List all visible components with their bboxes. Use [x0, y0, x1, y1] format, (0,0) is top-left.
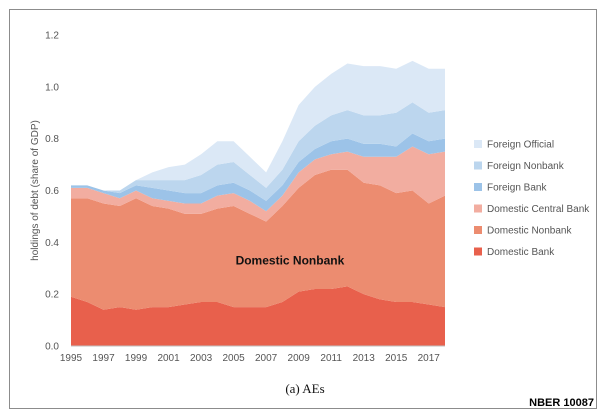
x-tick-label: 1995	[60, 353, 83, 364]
legend-label: Foreign Nonbank	[487, 161, 565, 172]
legend-swatch	[474, 226, 482, 234]
x-axis: 1995 1997 1999 2001 2003 2005 2007 2009 2011 2013…	[60, 345, 445, 364]
x-tick-label: 2003	[190, 353, 213, 364]
x-tick-label: 2015	[385, 353, 408, 364]
x-tick-label: 2005	[222, 353, 245, 364]
area-domestic-nonbank	[71, 169, 445, 310]
y-tick-label: 0.4	[45, 238, 59, 249]
legend-label: Foreign Bank	[487, 183, 547, 194]
y-tick-label: 0.8	[45, 134, 59, 145]
y-axis: 0.0 0.2 0.4 0.6 0.8 1.0 1.2	[45, 31, 59, 353]
y-tick-label: 1.0	[45, 82, 59, 93]
legend-swatch	[474, 140, 482, 148]
area-foreign-nonbank	[71, 102, 445, 201]
area-domestic-bank	[71, 286, 445, 346]
y-tick-label: 0.0	[45, 342, 59, 353]
y-tick-label: 0.6	[45, 186, 59, 197]
legend-swatch	[474, 183, 482, 191]
x-tick-label: 2001	[157, 353, 180, 364]
legend-label: Domestic Bank	[487, 247, 555, 258]
area-foreign-bank	[71, 133, 445, 212]
x-tick-label: 2011	[320, 353, 342, 364]
legend-swatch	[474, 204, 482, 213]
y-tick-label: 0.2	[45, 290, 59, 301]
annotation-domestic-nonbank: Domestic Nonbank	[236, 253, 345, 267]
area-domestic-central-bank	[71, 146, 445, 222]
x-tick-label: 1999	[125, 353, 148, 364]
legend-label: Foreign Official	[487, 140, 554, 151]
legend-swatch	[474, 161, 482, 170]
legend-swatch	[474, 247, 482, 256]
legend-label: Domestic Central Bank	[487, 204, 590, 215]
legend: Foreign Official Foreign Nonbank Foreign B…	[474, 140, 590, 258]
source-label: NBER 10087	[529, 397, 594, 409]
y-axis-label: holdings of debt (share of GDP)	[30, 120, 41, 261]
y-tick-label: 1.2	[45, 31, 59, 42]
legend-label: Domestic Nonbank	[487, 226, 572, 237]
figure-caption: (a) AEs	[285, 381, 325, 396]
x-tick-label: 2009	[288, 353, 311, 364]
x-tick-label: 2013	[353, 353, 376, 364]
x-tick-label: 1997	[92, 353, 115, 364]
x-tick-label: 2007	[255, 353, 278, 364]
area-foreign-official	[71, 60, 445, 191]
chart-areas	[71, 60, 445, 346]
x-tick-label: 2017	[418, 353, 441, 364]
